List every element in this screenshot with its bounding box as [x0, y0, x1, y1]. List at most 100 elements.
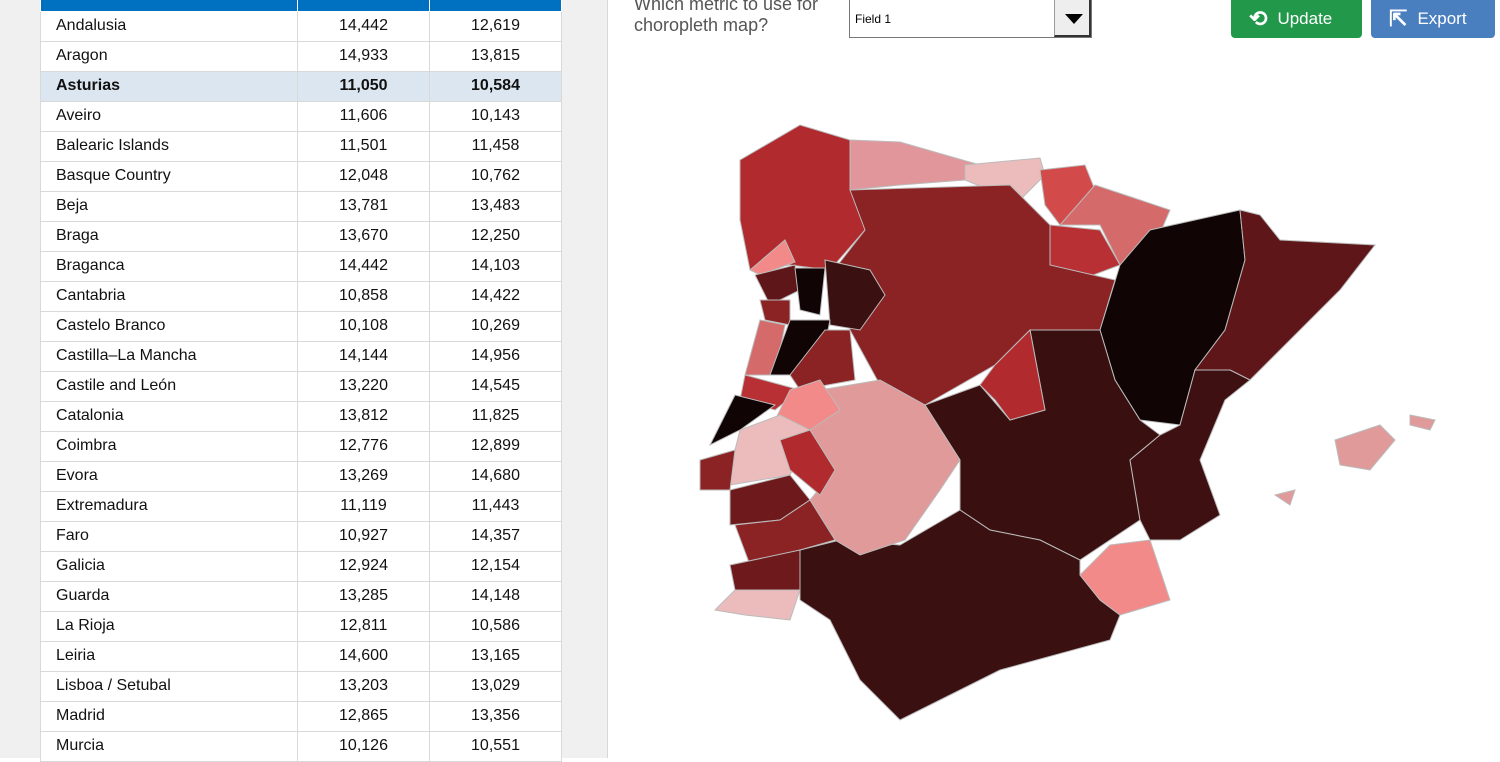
region-cell: Braga — [40, 220, 298, 252]
table-row[interactable]: Galicia 12,924 12,154 — [40, 550, 562, 582]
metric-dropdown-value: Field 1 — [855, 12, 892, 26]
region-cell: Basque Country — [40, 160, 298, 192]
value-cell: 14,144 — [297, 340, 430, 372]
region-cell: Aragon — [40, 40, 298, 72]
value-cell: 10,269 — [429, 310, 562, 342]
region-cell: Extremadura — [40, 490, 298, 522]
map-region-faro[interactable] — [713, 589, 801, 621]
table-row[interactable]: Extremadura 11,119 11,443 — [40, 490, 562, 522]
value-cell: 13,670 — [297, 220, 430, 252]
value-cell: 14,442 — [297, 10, 430, 42]
table-row[interactable]: La Rioja 12,811 10,586 — [40, 610, 562, 642]
metric-question-label: Which metric to use for choropleth map? — [634, 0, 819, 35]
map-region-asturias[interactable] — [849, 139, 981, 191]
choropleth-map — [699, 124, 1436, 721]
table-row[interactable]: Castile and León 13,220 14,545 — [40, 370, 562, 402]
value-cell: 14,103 — [429, 250, 562, 282]
value-cell: 14,148 — [429, 580, 562, 612]
map-region-lisboa[interactable] — [699, 449, 736, 491]
value-cell: 12,865 — [297, 700, 430, 732]
map-region-balearic-islands[interactable] — [1409, 414, 1436, 431]
table-row[interactable]: Braga 13,670 12,250 — [40, 220, 562, 252]
table-row[interactable]: Castelo Branco 10,108 10,269 — [40, 310, 562, 342]
value-cell: 14,357 — [429, 520, 562, 552]
map-region-castelo-branco[interactable] — [774, 379, 841, 431]
region-cell: Andalusia — [40, 10, 298, 42]
value-cell: 10,143 — [429, 100, 562, 132]
value-cell: 14,956 — [429, 340, 562, 372]
update-button[interactable]: ⟲ Update — [1231, 0, 1362, 38]
region-cell: Madrid — [40, 700, 298, 732]
value-cell: 11,119 — [297, 490, 430, 522]
region-cell: Lisboa / Setubal — [40, 670, 298, 702]
value-cell: 10,858 — [297, 280, 430, 312]
table-row[interactable]: Murcia 10,126 10,551 — [40, 730, 562, 762]
region-cell: Coimbra — [40, 430, 298, 462]
value-cell: 13,356 — [429, 700, 562, 732]
metric-dropdown[interactable]: Field 1 — [849, 0, 1092, 38]
map-region-galicia[interactable] — [739, 124, 866, 271]
table-row[interactable]: Andalusia 14,442 12,619 — [40, 10, 562, 42]
region-cell: Galicia — [40, 550, 298, 582]
value-cell: 12,154 — [429, 550, 562, 582]
table-row[interactable]: Castilla–La Mancha 14,144 14,956 — [40, 340, 562, 372]
map-region-murcia[interactable] — [1079, 539, 1171, 616]
table-row[interactable]: Braganca 14,442 14,103 — [40, 250, 562, 282]
value-cell: 12,899 — [429, 430, 562, 462]
table-row[interactable]: Faro 10,927 14,357 — [40, 520, 562, 552]
value-cell: 11,050 — [297, 70, 430, 102]
map-region-vila-real[interactable] — [794, 267, 826, 316]
table-row[interactable]: Guarda 13,285 14,148 — [40, 580, 562, 612]
table-header — [40, 0, 562, 12]
table-row[interactable]: Aveiro 11,606 10,143 — [40, 100, 562, 132]
value-cell: 13,815 — [429, 40, 562, 72]
panel-divider — [562, 0, 608, 758]
map-region-madrid[interactable] — [979, 328, 1046, 421]
map-region-balearic-islands[interactable] — [1273, 489, 1296, 506]
value-cell: 14,600 — [297, 640, 430, 672]
map-region-braganca[interactable] — [824, 259, 886, 331]
value-cell: 11,443 — [429, 490, 562, 522]
table-row[interactable]: Madrid 12,865 13,356 — [40, 700, 562, 732]
table-row[interactable]: Leiria 14,600 13,165 — [40, 640, 562, 672]
chevron-down-icon[interactable] — [1054, 0, 1091, 37]
region-cell: Catalonia — [40, 400, 298, 432]
table-row[interactable]: Aragon 14,933 13,815 — [40, 40, 562, 72]
export-button[interactable]: ⇱ Export — [1371, 0, 1495, 38]
region-cell: Faro — [40, 520, 298, 552]
table-row[interactable]: Balearic Islands 11,501 11,458 — [40, 130, 562, 162]
value-cell: 13,812 — [297, 400, 430, 432]
region-cell: Aveiro — [40, 100, 298, 132]
value-cell: 13,781 — [297, 190, 430, 222]
value-cell: 12,250 — [429, 220, 562, 252]
map-region-portalegre[interactable] — [779, 429, 836, 496]
value-cell: 11,825 — [429, 400, 562, 432]
value-cell: 14,933 — [297, 40, 430, 72]
column-header[interactable] — [297, 0, 430, 12]
table-row[interactable]: Evora 13,269 14,680 — [40, 460, 562, 492]
column-header[interactable] — [40, 0, 298, 12]
region-cell: Castile and León — [40, 370, 298, 402]
value-cell: 14,545 — [429, 370, 562, 402]
table-row[interactable]: Basque Country 12,048 10,762 — [40, 160, 562, 192]
refresh-icon: ⟲ — [1249, 6, 1268, 31]
table-row[interactable]: Beja 13,781 13,483 — [40, 190, 562, 222]
data-table: Andalusia 14,442 12,619 Aragon 14,933 13,815 A… — [40, 0, 562, 762]
region-cell: Castelo Branco — [40, 310, 298, 342]
region-cell: Braganca — [40, 250, 298, 282]
region-cell: La Rioja — [40, 610, 298, 642]
map-region-balearic-islands[interactable] — [1334, 424, 1396, 471]
map-region-guarda[interactable] — [789, 329, 856, 391]
value-cell: 13,220 — [297, 370, 430, 402]
table-row[interactable]: Asturias 11,050 10,584 — [40, 70, 562, 102]
column-header[interactable] — [429, 0, 562, 12]
map-region-valencia[interactable] — [1129, 369, 1251, 541]
table-row[interactable]: Coimbra 12,776 12,899 — [40, 430, 562, 462]
table-row[interactable]: Lisboa / Setubal 13,203 13,029 — [40, 670, 562, 702]
map-region-viana-do-castelo[interactable] — [749, 239, 796, 276]
table-row[interactable]: Cantabria 10,858 14,422 — [40, 280, 562, 312]
table-row[interactable]: Catalonia 13,812 11,825 — [40, 400, 562, 432]
value-cell: 10,584 — [429, 70, 562, 102]
value-cell: 13,483 — [429, 190, 562, 222]
update-label: Update — [1277, 9, 1333, 28]
